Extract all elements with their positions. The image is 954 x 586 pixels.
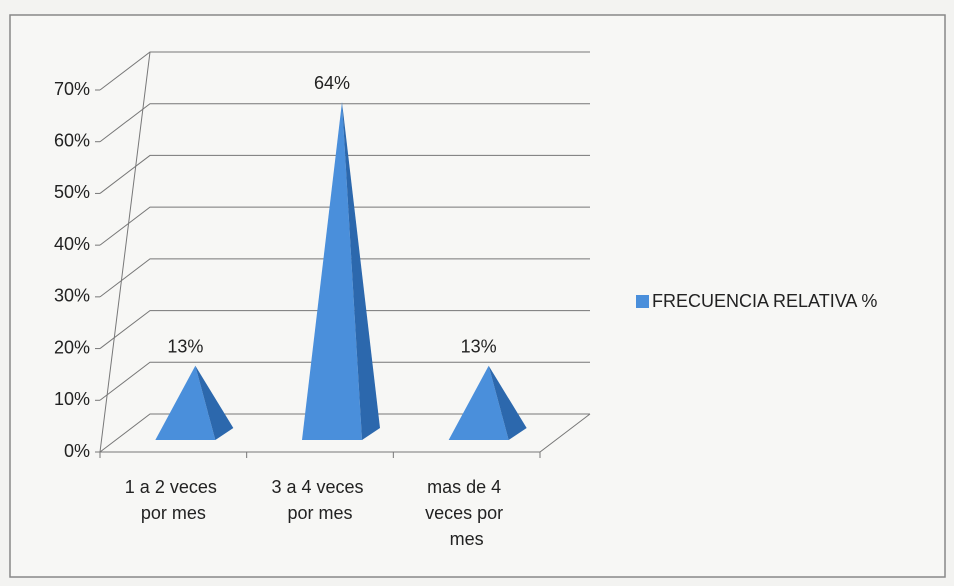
grid-line [99, 413, 590, 453]
grid-line [99, 258, 590, 298]
bar-side [342, 102, 380, 441]
bar-side [488, 365, 527, 440]
grid-line [99, 154, 590, 194]
data-label: 13% [167, 337, 203, 357]
y-tick-label: 30% [54, 286, 90, 306]
bar-side [195, 365, 234, 440]
grid-line [99, 51, 590, 91]
legend-label: FRECUENCIA RELATIVA % [652, 291, 877, 311]
legend-swatch [636, 295, 649, 308]
x-tick-label: 3 a 4 veces por mes [271, 477, 368, 523]
bar-face [155, 365, 216, 440]
y-tick-label: 60% [54, 130, 90, 150]
bar-face [448, 365, 509, 440]
y-tick-label: 0% [64, 441, 90, 461]
y-tick-label: 50% [54, 182, 90, 202]
grid-line [99, 103, 590, 143]
grid-line [99, 310, 590, 349]
x-tick-label: mas de 4 veces por mes [425, 477, 508, 549]
chart-frame [9, 14, 946, 578]
bar [448, 365, 527, 440]
y-tick-label: 20% [54, 337, 90, 357]
bar [302, 102, 380, 441]
grid-line [99, 206, 590, 246]
y-tick-label: 10% [54, 389, 90, 409]
x-tick-label: 1 a 2 veces por mes [125, 477, 222, 523]
y-tick-label: 40% [54, 234, 90, 254]
data-label: 64% [314, 73, 350, 93]
wall-edge [99, 51, 151, 453]
grid-line [99, 361, 590, 401]
bar [155, 365, 234, 440]
data-label: 13% [461, 337, 497, 357]
y-tick-label: 70% [54, 79, 90, 99]
